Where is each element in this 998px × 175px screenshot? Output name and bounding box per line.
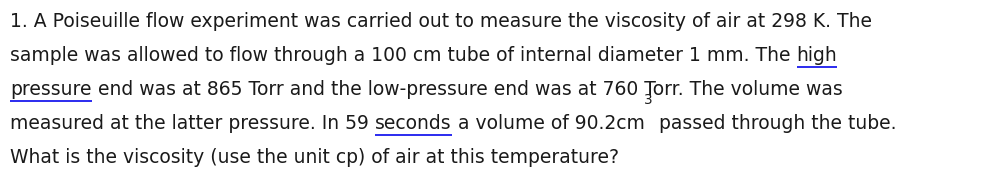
Text: measured at the latter pressure. In 59: measured at the latter pressure. In 59 — [10, 114, 375, 133]
Text: sample was allowed to flow through a 100 cm tube of internal diameter 1 mm. The: sample was allowed to flow through a 100… — [10, 46, 796, 65]
Text: a volume of 90.2cm: a volume of 90.2cm — [451, 114, 645, 133]
Text: What is the viscosity (use the unit cp) of air at this temperature?: What is the viscosity (use the unit cp) … — [10, 148, 619, 167]
Text: high: high — [796, 46, 837, 65]
Text: passed through the tube.: passed through the tube. — [653, 114, 896, 133]
Text: 1. A Poiseuille flow experiment was carried out to measure the viscosity of air : 1. A Poiseuille flow experiment was carr… — [10, 12, 872, 31]
Text: seconds: seconds — [375, 114, 451, 133]
Text: 3: 3 — [645, 93, 653, 107]
Text: end was at 865 Torr and the low-pressure end was at 760 Torr. The volume was: end was at 865 Torr and the low-pressure… — [92, 80, 842, 99]
Text: pressure: pressure — [10, 80, 92, 99]
